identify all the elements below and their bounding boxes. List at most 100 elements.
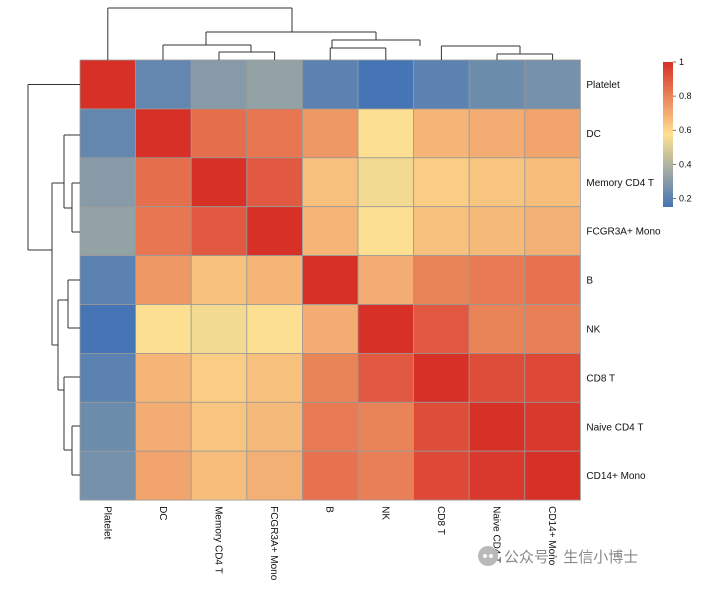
heatmap-cell [468, 401, 526, 452]
heatmap-cell [246, 108, 303, 159]
heatmap-cell [79, 255, 136, 305]
heatmap-cell [190, 304, 248, 354]
row-label: FCGR3A+ Mono [586, 227, 661, 238]
heatmap-cell [468, 450, 526, 501]
heatmap-cell [357, 450, 414, 501]
heatmap-cell [524, 401, 581, 452]
heatmap-cell [357, 255, 414, 305]
heatmap-cell [190, 59, 248, 110]
heatmap-cell [301, 450, 359, 501]
heatmap-cell [413, 304, 470, 354]
heatmap-cell [524, 352, 581, 403]
heatmap-cell [301, 59, 359, 110]
row-label: Naive CD4 T [586, 422, 643, 433]
heatmap-cell [524, 255, 581, 305]
heatmap-cell [135, 108, 192, 159]
watermark: 公众号 · 生信小博士 [478, 544, 638, 568]
heatmap-cell [524, 304, 581, 354]
heatmap-cell [468, 157, 526, 208]
heatmap-cell [79, 206, 136, 256]
heatmap-cell [301, 206, 359, 256]
column-label: NK [379, 506, 390, 520]
heatmap-cell [246, 352, 303, 403]
heatmap-cell [413, 352, 470, 403]
heatmap-cell [79, 59, 136, 110]
row-label: B [586, 276, 593, 287]
heatmap-cell [413, 450, 470, 501]
heatmap-cell [135, 59, 192, 110]
column-label: B [324, 506, 335, 513]
heatmap-cell [190, 108, 248, 159]
heatmap-cell [135, 450, 192, 501]
heatmap-cell [413, 157, 470, 208]
heatmap-cell [301, 304, 359, 354]
heatmap-cells [79, 59, 581, 501]
heatmap-cell [246, 450, 303, 501]
column-label: Platelet [101, 506, 112, 540]
heatmap-cell [301, 401, 359, 452]
heatmap-cell [413, 401, 470, 452]
heatmap-cell [301, 255, 359, 305]
heatmap-cell [190, 450, 248, 501]
heatmap-cell [468, 304, 526, 354]
heatmap-cell [246, 157, 303, 208]
heatmap-cell [468, 206, 526, 256]
watermark-text: 公众号 · 生信小博士 [504, 547, 639, 566]
heatmap-cell [246, 59, 303, 110]
heatmap-cell [246, 401, 303, 452]
heatmap-cell [79, 108, 136, 159]
colorbar-tick-label: 0.8 [679, 91, 692, 101]
row-label: Memory CD4 T [586, 178, 654, 189]
colorbar [663, 62, 673, 207]
column-label: CD14+ Mono [546, 506, 557, 566]
heatmap-cell [246, 304, 303, 354]
column-label: Memory CD4 T [213, 506, 224, 574]
heatmap-cell [468, 255, 526, 305]
heatmap-cell [524, 450, 581, 501]
heatmap-cell [357, 157, 414, 208]
heatmap-cell [135, 401, 192, 452]
heatmap-cell [524, 59, 581, 110]
row-label: Platelet [586, 80, 620, 91]
column-dendrogram [107, 7, 554, 60]
heatmap-cell [301, 108, 359, 159]
colorbar-tick-label: 0.6 [679, 125, 692, 135]
heatmap-cell [246, 206, 303, 256]
column-label: DC [157, 506, 168, 520]
heatmap-cell [246, 255, 303, 305]
row-label: NK [586, 324, 600, 335]
heatmap-cell [468, 352, 526, 403]
wechat-icon [478, 546, 498, 566]
heatmap-cell [413, 206, 470, 256]
column-label: FCGR3A+ Mono [268, 506, 279, 581]
heatmap-cell [301, 352, 359, 403]
heatmap-cell [468, 59, 526, 110]
heatmap-cell [357, 401, 414, 452]
heatmap-cell [190, 157, 248, 208]
column-label: CD8 T [435, 506, 446, 535]
heatmap-cell [357, 59, 414, 110]
heatmap-cell [357, 108, 414, 159]
heatmap-cell [135, 352, 192, 403]
heatmap-cell [190, 401, 248, 452]
row-label: CD14+ Mono [586, 471, 646, 482]
heatmap-cell [135, 157, 192, 208]
heatmap-cell [79, 157, 136, 208]
heatmap-cell [301, 157, 359, 208]
colorbar-tick-label: 1 [679, 57, 684, 67]
colorbar-tick-label: 0.4 [679, 159, 692, 169]
heatmap-cell [357, 206, 414, 256]
heatmap-cell [135, 304, 192, 354]
heatmap-cell [357, 304, 414, 354]
row-label: CD8 T [586, 373, 615, 384]
heatmap-cell [135, 255, 192, 305]
heatmap-cell [79, 304, 136, 354]
heatmap-cell [524, 108, 581, 159]
heatmap-cell [79, 352, 136, 403]
colorbar-tick-label: 0.2 [679, 193, 692, 203]
column-label: Naive CD4 T [491, 506, 502, 563]
heatmap-cell [357, 352, 414, 403]
heatmap-cell [190, 206, 248, 256]
